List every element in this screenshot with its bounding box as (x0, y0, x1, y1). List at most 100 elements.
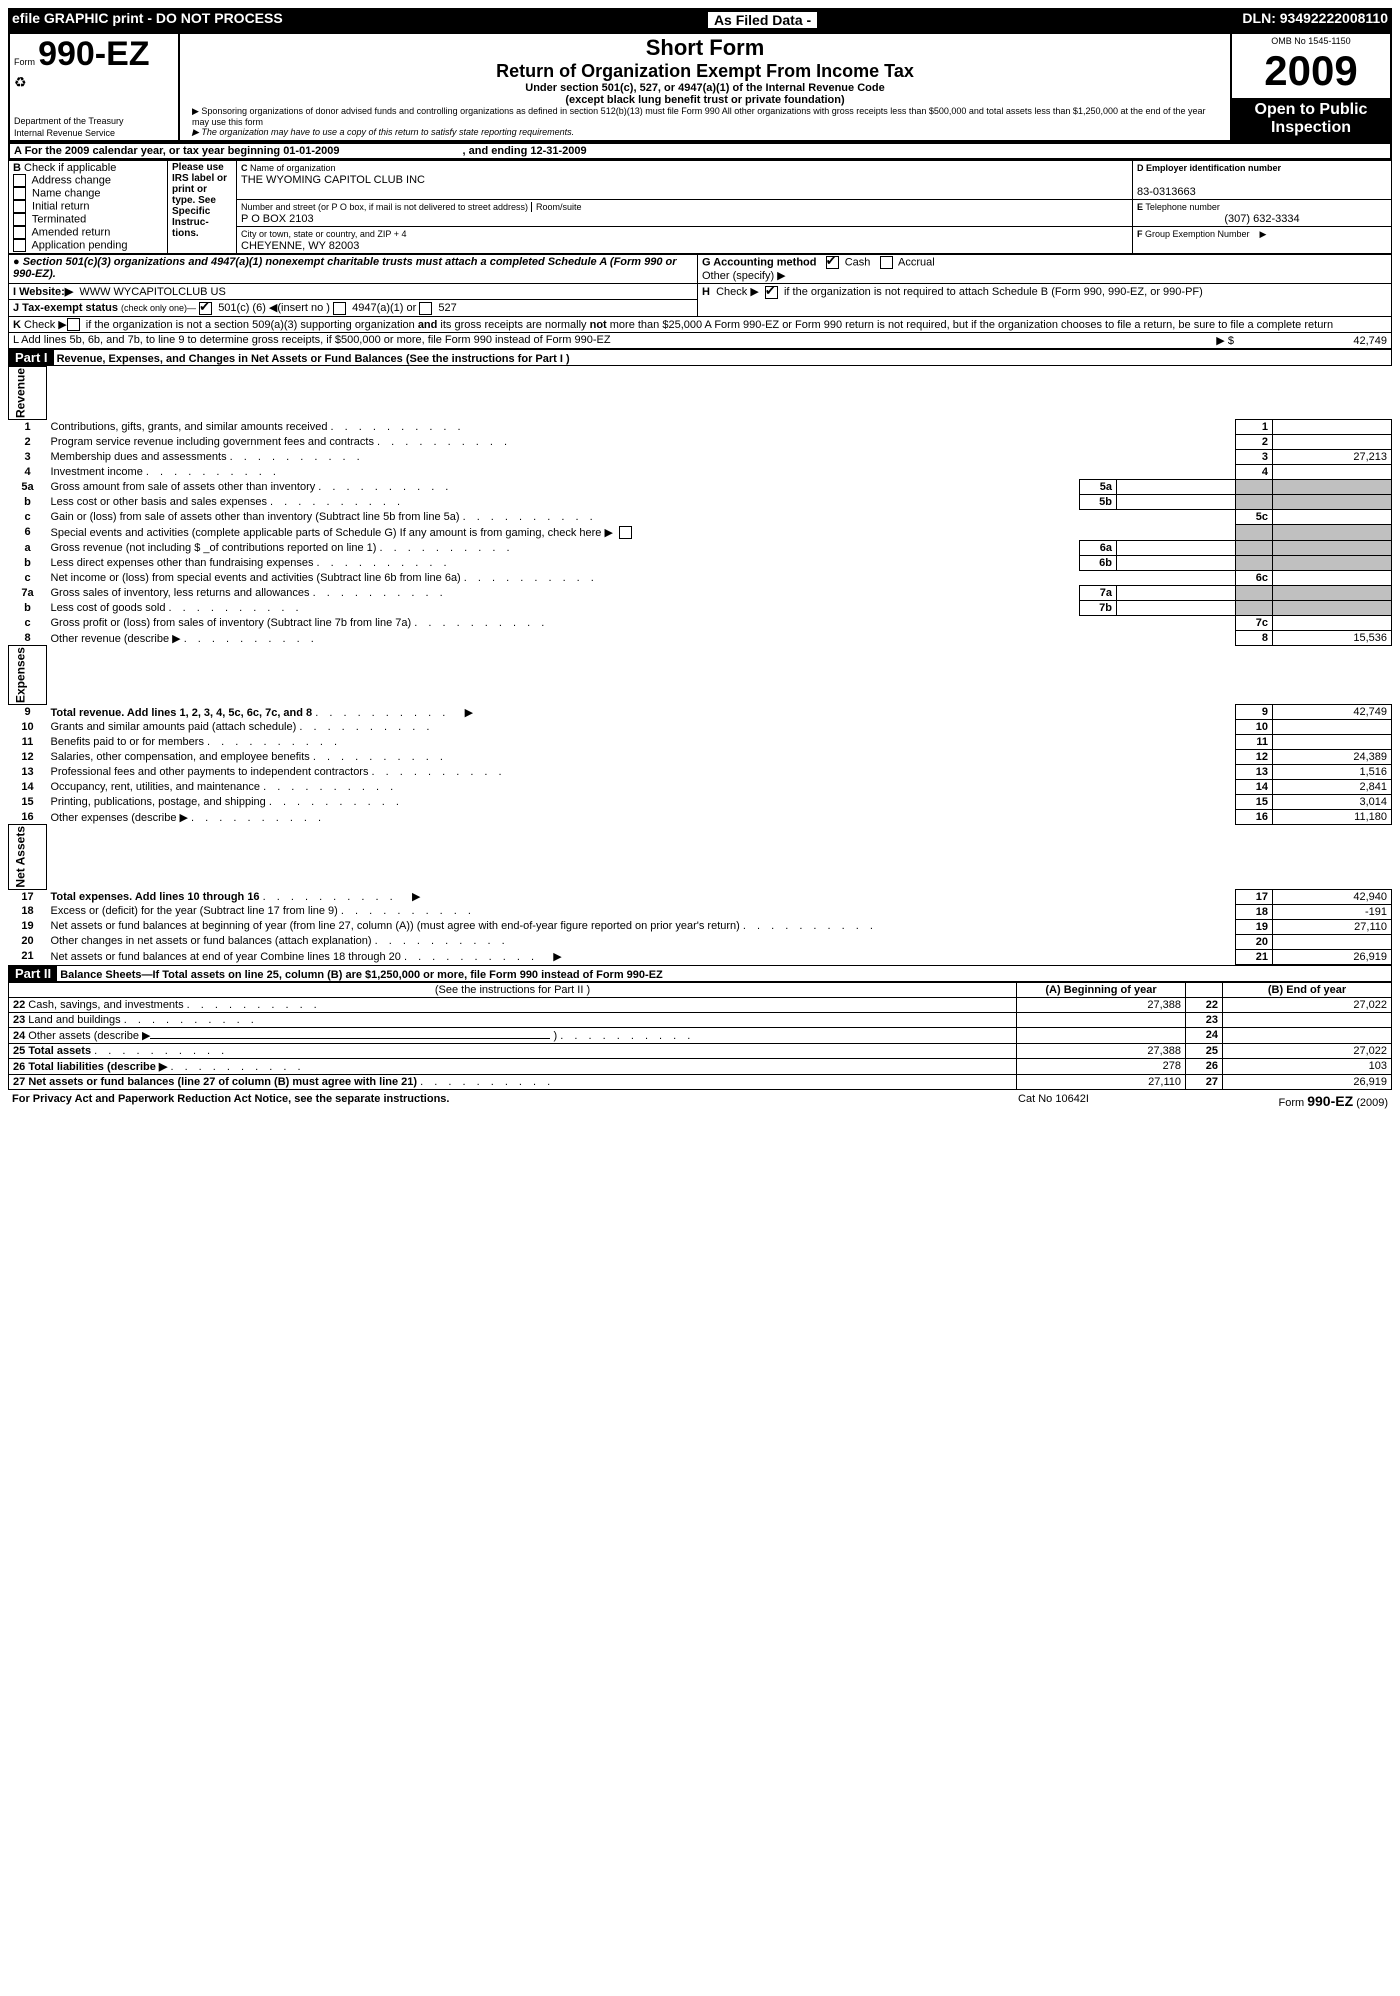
city-label: City or town, state or country, and ZIP … (241, 229, 407, 239)
ein: 83-0313663 (1137, 186, 1196, 198)
footer-left: For Privacy Act and Paperwork Reduction … (12, 1093, 449, 1105)
period-row: A For the 2009 calendar year, or tax yea… (8, 142, 1392, 160)
j-opt3: 527 (438, 302, 456, 314)
j-4947-checkbox[interactable] (333, 302, 346, 315)
footer-mid: Cat No 10642I (968, 1092, 1138, 1110)
j-527-checkbox[interactable] (419, 302, 432, 315)
dept: Department of the Treasury (14, 116, 124, 126)
part2-instr: (See the instructions for Part II ) (9, 982, 1017, 997)
line-row: 17Total expenses. Add lines 10 through 1… (9, 889, 1392, 904)
street-label: Number and street (or P O box, if mail i… (241, 202, 528, 212)
b-checkbox[interactable] (13, 239, 26, 252)
accrual-label: Accrual (898, 256, 935, 268)
b-checkbox[interactable] (13, 174, 26, 187)
cash-checkbox[interactable] (826, 256, 839, 269)
d-label: D Employer identification number (1137, 163, 1281, 173)
line-row: cGain or (loss) from sale of assets othe… (9, 510, 1392, 525)
website: WWW WYCAPITOLCLUB US (79, 286, 225, 298)
h-check: Check ▶ (716, 286, 759, 298)
h-label: H (702, 286, 710, 298)
bs-row: 26 Total liabilities (describe ▶ 2782610… (9, 1058, 1392, 1074)
line-row: 19Net assets or fund balances at beginni… (9, 919, 1392, 934)
section-b-label: B (13, 162, 21, 174)
form-header: Form 990-EZ ♻ Department of the Treasury… (8, 32, 1392, 142)
col-a: (A) Beginning of year (1017, 982, 1186, 997)
bs-row: 22 Cash, savings, and investments 27,388… (9, 997, 1392, 1012)
part1-title: Revenue, Expenses, and Changes in Net As… (57, 353, 570, 365)
line-row: 12Salaries, other compensation, and empl… (9, 750, 1392, 765)
j-opt2: 4947(a)(1) or (352, 302, 416, 314)
line-row: 15Printing, publications, postage, and s… (9, 795, 1392, 810)
note2: ▶ The organization may have to use a cop… (184, 127, 1226, 138)
c-name-label: C Name of organization (241, 163, 336, 173)
line-row: bLess cost or other basis and sales expe… (9, 495, 1392, 510)
j-label: J Tax-exempt status (13, 302, 118, 314)
subtitle2: (except black lung benefit trust or priv… (184, 94, 1226, 106)
line-row: 10Grants and similar amounts paid (attac… (9, 720, 1392, 735)
part2-label: Part II (9, 965, 57, 982)
h-checkbox[interactable] (765, 286, 778, 299)
period-ending: , and ending 12-31-2009 (463, 145, 587, 157)
part2-title: Balance Sheets—If Total assets on line 2… (60, 969, 663, 981)
recycle-icon: ♻ (14, 74, 27, 90)
line-row: 2Program service revenue including gover… (9, 435, 1392, 450)
irs: Internal Revenue Service (14, 128, 115, 138)
j-detail: (check only one)— (121, 303, 196, 313)
form-number: 990-EZ (38, 35, 150, 73)
section-k: K Check ▶ if the organization is not a s… (13, 319, 1333, 331)
entity-info: B Check if applicable Address change Nam… (8, 160, 1392, 254)
line-row: bLess cost of goods sold 7b (9, 601, 1392, 616)
line-row: 4Investment income 4 (9, 465, 1392, 480)
street: P O BOX 2103 (241, 213, 314, 225)
line-row: 8Other revenue (describe ▶ 815,536 (9, 631, 1392, 646)
footer: For Privacy Act and Paperwork Reduction … (8, 1092, 1392, 1110)
period-label: A For the 2009 calendar year, or tax yea… (14, 145, 339, 157)
h-text2: if the organization is not required to a… (784, 286, 1203, 298)
status-section: ● Section 501(c)(3) organizations and 49… (8, 254, 1392, 349)
phone: (307) 632-3334 (1137, 213, 1387, 225)
line-row: cNet income or (loss) from special event… (9, 571, 1392, 586)
b-checkbox[interactable] (13, 200, 26, 213)
note1: ▶ Sponsoring organizations of donor advi… (184, 106, 1226, 127)
line-row: 5aGross amount from sale of assets other… (9, 480, 1392, 495)
line-row: 1Contributions, gifts, grants, and simil… (9, 420, 1392, 435)
line-row: 3Membership dues and assessments 327,213 (9, 450, 1392, 465)
accrual-checkbox[interactable] (880, 256, 893, 269)
l-arrow: ▶ $ (1216, 335, 1234, 347)
line-row: 7aGross sales of inventory, less returns… (9, 586, 1392, 601)
city: CHEYENNE, WY 82003 (241, 240, 359, 252)
bs-row: 24 Other assets (describe ▶ ) 24 (9, 1027, 1392, 1043)
open-public: Open to Public Inspection (1255, 101, 1368, 136)
expenses-vert: Expenses (13, 647, 27, 703)
col-b: (B) End of year (1223, 982, 1392, 997)
year: 2009 (1236, 47, 1386, 95)
section-l-text: L Add lines 5b, 6b, and 7b, to line 9 to… (13, 334, 611, 346)
room-label: Room/suite (531, 202, 582, 212)
j-501c-checkbox[interactable] (199, 302, 212, 315)
line-row: bLess direct expenses other than fundrai… (9, 556, 1392, 571)
part1-body: Revenue 1Contributions, gifts, grants, a… (8, 366, 1392, 965)
bs-row: 27 Net assets or fund balances (line 27 … (9, 1074, 1392, 1089)
use-label: Please use IRS label or print or type. S… (172, 162, 227, 239)
revenue-vert: Revenue (13, 368, 27, 418)
top-mid: As Filed Data - (706, 10, 819, 30)
part2-header: Part II Balance Sheets—If Total assets o… (8, 965, 1392, 982)
line-row: 14Occupancy, rent, utilities, and mainte… (9, 780, 1392, 795)
part2-body: (See the instructions for Part II ) (A) … (8, 982, 1392, 1090)
top-right: DLN: 93492222008110 (1242, 10, 1388, 30)
line-row: 6Special events and activities (complete… (9, 525, 1392, 541)
b-checkbox[interactable] (13, 187, 26, 200)
line-row: 13Professional fees and other payments t… (9, 765, 1392, 780)
line-row: 20Other changes in net assets or fund ba… (9, 934, 1392, 949)
omb: OMB No 1545-1150 (1271, 36, 1350, 46)
e-label: E Telephone number (1137, 202, 1220, 212)
line-row: 16Other expenses (describe ▶ 1611,180 (9, 810, 1392, 825)
top-bar: efile GRAPHIC print - DO NOT PROCESS As … (8, 8, 1392, 32)
line-row: 9Total revenue. Add lines 1, 2, 3, 4, 5c… (9, 705, 1392, 720)
cash-label: Cash (845, 256, 871, 268)
b-checkbox[interactable] (13, 226, 26, 239)
bs-row: 23 Land and buildings 23 (9, 1012, 1392, 1027)
check-if: Check if applicable (24, 162, 116, 174)
b-checkbox[interactable] (13, 213, 26, 226)
line-row: 18Excess or (deficit) for the year (Subt… (9, 904, 1392, 919)
